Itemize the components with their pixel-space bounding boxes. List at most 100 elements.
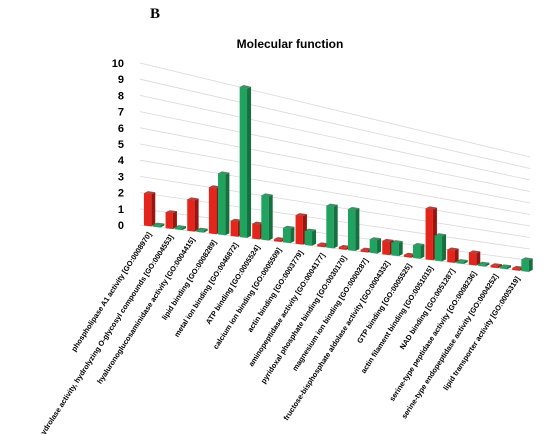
bar-front — [490, 265, 498, 269]
y-tick-label: 1 — [118, 204, 124, 216]
bar-top — [143, 191, 156, 195]
grid-line — [139, 62, 531, 158]
bar-front — [208, 187, 217, 235]
bar-front — [447, 249, 455, 263]
bar-side — [497, 264, 502, 269]
y-tick-label: 8 — [118, 90, 124, 102]
bar-front — [143, 193, 152, 227]
bar-side — [225, 172, 230, 236]
bar-top — [456, 259, 468, 263]
bar-front — [273, 239, 282, 243]
bar-top — [252, 221, 264, 225]
bar-side — [485, 262, 490, 267]
bar-front — [295, 215, 303, 245]
bar-top — [521, 257, 533, 261]
bar-front — [478, 263, 486, 267]
bar-top — [295, 213, 307, 217]
bar-side — [194, 198, 199, 232]
bar-front — [338, 246, 347, 250]
bar-front — [360, 249, 368, 253]
bar-front — [348, 208, 356, 251]
bar-top — [499, 264, 512, 268]
y-tick-label: 3 — [118, 171, 124, 183]
bar-front — [153, 224, 161, 228]
bar-top — [196, 227, 208, 231]
bar-side — [172, 211, 177, 229]
bar-top — [208, 185, 221, 189]
bar-side — [203, 228, 208, 233]
bar-top — [165, 210, 177, 214]
bar-top — [273, 237, 286, 241]
bar-front — [174, 227, 183, 231]
grid-lines — [139, 62, 531, 273]
bar-top — [174, 225, 187, 229]
bar-side — [507, 265, 512, 270]
grid-line — [139, 159, 531, 227]
bar-front — [512, 267, 520, 271]
bar-front — [252, 223, 260, 240]
bar-top — [512, 265, 524, 269]
bar-side — [151, 192, 156, 227]
bar-front — [521, 259, 529, 272]
bar-front — [304, 230, 313, 246]
bar-side — [442, 234, 447, 262]
bar-front — [382, 240, 390, 256]
bar-top — [434, 233, 447, 237]
bar-front — [369, 239, 378, 254]
y-tick-label: 9 — [118, 74, 124, 86]
bar-top — [283, 225, 295, 229]
bar-front — [499, 266, 508, 270]
bar-side — [247, 86, 252, 238]
grid-line — [139, 224, 531, 273]
bar-side — [377, 238, 382, 254]
y-axis-ticks: 0 1 2 3 4 5 6 7 8 9 10 — [112, 58, 125, 232]
grid-line — [139, 143, 531, 215]
bar-front — [391, 242, 399, 257]
bar-side — [420, 243, 425, 259]
bar-side — [476, 251, 481, 266]
bar-front — [326, 205, 334, 249]
bar-front — [403, 254, 412, 258]
x-category-label: hydrolase activity, hydrolyzing O-glycos… — [36, 233, 175, 434]
bar-top — [478, 261, 490, 265]
panel-label: B — [150, 6, 161, 22]
x-category-label: pyridoxal phosphate binding [GO:0030170] — [259, 253, 349, 385]
bar-top — [304, 228, 317, 232]
bar-front — [230, 220, 238, 237]
bar-top — [447, 247, 459, 251]
bar-front — [218, 173, 226, 236]
bar-top — [403, 252, 416, 256]
bar-side — [333, 204, 338, 249]
bar-top — [391, 240, 403, 244]
bar-front — [434, 235, 443, 262]
bar-side — [398, 241, 403, 257]
y-tick-label: 7 — [118, 107, 124, 119]
bars — [143, 85, 533, 272]
bar-front — [425, 208, 433, 261]
y-tick-label: 10 — [112, 58, 124, 70]
x-category-label: hyaluronoglucosaminidase activity [GO:00… — [95, 235, 197, 385]
bar-side — [528, 258, 533, 272]
y-tick-label: 4 — [118, 155, 125, 167]
grid-line — [139, 127, 531, 204]
bar-side — [290, 226, 295, 244]
x-category-label: serine-type peptidase activity [GO:00082… — [387, 269, 478, 403]
bar-front — [456, 261, 464, 265]
bar-top — [413, 242, 425, 246]
bar-top — [425, 206, 437, 210]
bar-top — [468, 250, 481, 254]
bar-top — [369, 237, 382, 241]
grid-line — [139, 78, 531, 169]
y-tick-label: 6 — [118, 123, 124, 135]
bar-side — [312, 229, 317, 246]
bar-side — [355, 208, 360, 251]
y-tick-label: 2 — [118, 188, 124, 200]
bar-front — [283, 227, 291, 244]
bar-side — [454, 248, 459, 263]
bar-front — [468, 252, 477, 266]
bar-side — [182, 226, 187, 231]
bar-side — [160, 223, 165, 228]
bar-top — [239, 85, 252, 89]
grid-line — [139, 95, 531, 181]
y-tick-label: 0 — [118, 220, 124, 232]
